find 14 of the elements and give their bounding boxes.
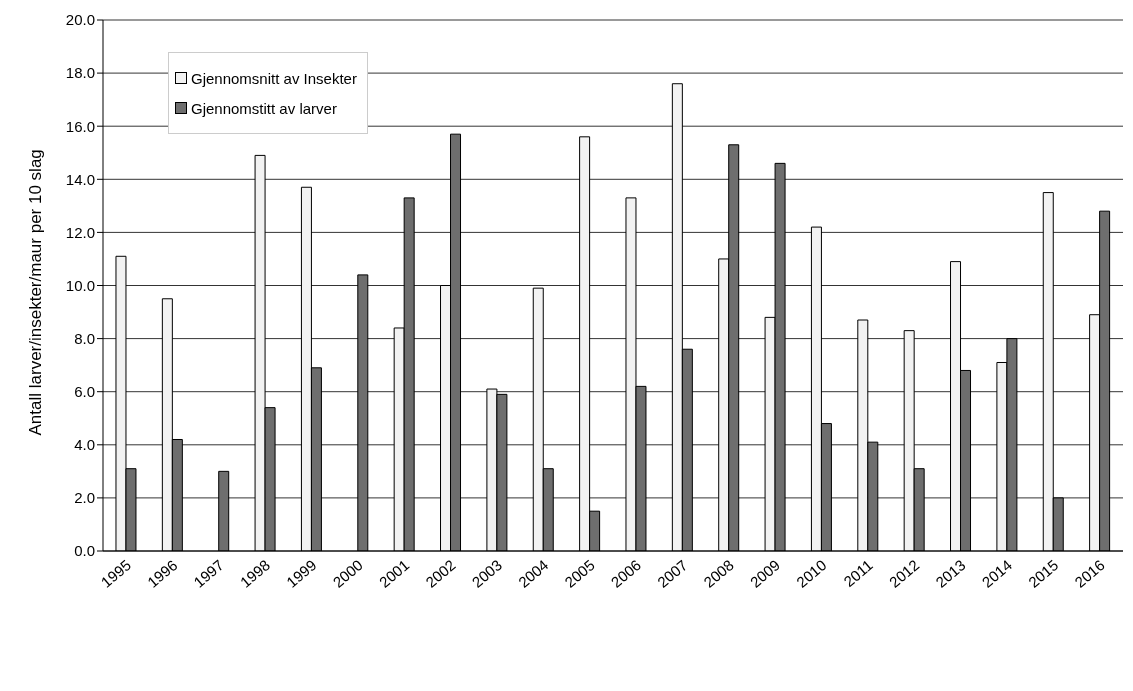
y-tick-label: 8.0 (74, 329, 95, 347)
y-tick-label: 20.0 (65, 11, 95, 29)
y-tick-label: 0.0 (74, 542, 95, 560)
y-tick-label: 10.0 (65, 276, 95, 294)
legend-label: Gjennomstitt av larver (191, 99, 337, 117)
y-tick-label: 6.0 (74, 383, 95, 401)
y-tick-label: 16.0 (65, 117, 95, 135)
legend-label: Gjennomsnitt av Insekter (191, 69, 357, 87)
y-tick-label: 4.0 (74, 436, 95, 454)
y-tick-label: 12.0 (65, 223, 95, 241)
y-tick-label: 2.0 (74, 489, 95, 507)
y-axis-title: Antall larver/insekter/maur per 10 slag (26, 149, 46, 436)
y-tick-label: 14.0 (65, 170, 95, 188)
y-tick-label: 18.0 (65, 64, 95, 82)
